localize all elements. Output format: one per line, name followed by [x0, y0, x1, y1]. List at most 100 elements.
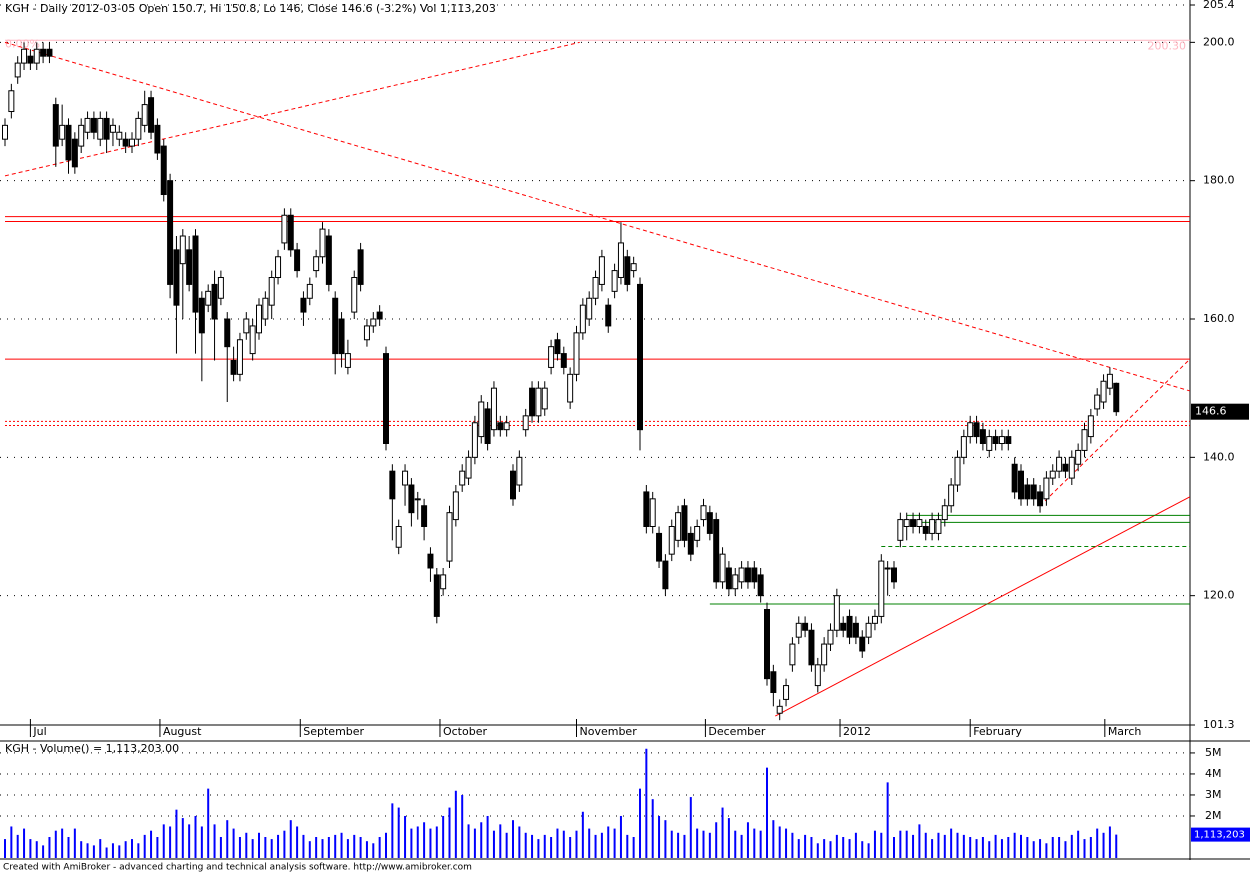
candle-body — [649, 498, 656, 527]
candle-body — [490, 387, 497, 431]
candle-body — [351, 277, 358, 313]
y-tick-label: 120.0 — [1203, 589, 1235, 602]
candle-body — [884, 567, 891, 570]
y-tick-label: 160.0 — [1203, 312, 1235, 325]
x-tick-label: October — [443, 725, 487, 738]
candle-body — [40, 48, 47, 57]
candle-body — [8, 90, 15, 113]
candle-body — [1005, 436, 1012, 445]
candle-body — [332, 297, 339, 355]
candle-body — [440, 574, 447, 590]
y-tick-label: 2M — [1205, 809, 1222, 822]
candle-body — [122, 138, 129, 147]
candle-body — [878, 560, 885, 617]
y-tick-label: 140.0 — [1203, 450, 1235, 463]
candle-body — [700, 505, 707, 521]
candle-body — [687, 532, 694, 555]
line-label: 200.30 — [1148, 39, 1187, 52]
candle-body — [421, 505, 428, 527]
candle-body — [65, 124, 72, 161]
candle-body — [1018, 470, 1024, 500]
candle-body — [948, 484, 955, 507]
candle-body — [497, 422, 504, 431]
trend-line — [4, 41, 580, 177]
candle-body — [751, 567, 758, 583]
candle-body — [217, 277, 224, 299]
candle-body — [960, 436, 967, 458]
candle-body — [300, 297, 307, 313]
line-label: 0.00% — [5, 37, 40, 50]
candle-body — [319, 228, 326, 258]
candle-body — [522, 415, 529, 431]
candle-body — [135, 117, 142, 140]
trend-line — [775, 496, 1191, 717]
candle-body — [891, 567, 897, 583]
candle-body — [630, 263, 637, 272]
candle-body — [548, 346, 555, 368]
candle-body — [338, 318, 345, 355]
candle-body — [1037, 491, 1044, 507]
candle-body — [516, 456, 523, 486]
y-tick-label: 4M — [1205, 767, 1222, 780]
candle-body — [1056, 456, 1063, 472]
candle-body — [573, 332, 580, 375]
candle-body — [643, 491, 650, 527]
candle-body — [871, 615, 878, 624]
candle-body — [446, 512, 453, 562]
candle-body — [90, 117, 97, 133]
candle-body — [103, 117, 110, 140]
candle-body — [211, 283, 218, 320]
candle-body — [833, 595, 840, 631]
candle-body — [275, 256, 282, 279]
candle-body — [503, 422, 510, 431]
candle-body — [452, 491, 459, 521]
candle-body — [916, 519, 923, 527]
candle-body — [617, 242, 624, 279]
candle-body — [744, 567, 751, 583]
candle-body — [414, 498, 421, 501]
candle-body — [554, 339, 561, 355]
candle-body — [395, 525, 402, 548]
candle-body — [922, 525, 929, 534]
candle-body — [827, 629, 834, 645]
candle-body — [389, 470, 396, 500]
last-volume-label: 1,113,203 — [1194, 830, 1245, 841]
candle-body — [852, 622, 859, 638]
footer: Created with AmiBroker - advanced charti… — [3, 863, 472, 873]
x-tick-label: September — [303, 725, 364, 738]
last-price-label: 146.6 — [1195, 405, 1227, 418]
candle-body — [287, 214, 294, 251]
candle-body — [344, 353, 351, 368]
candle-body — [770, 671, 777, 693]
candle-body — [1094, 394, 1101, 410]
candle-body — [541, 387, 548, 410]
x-tick-label: November — [580, 725, 638, 738]
candle-body — [433, 574, 440, 617]
candle-body — [116, 131, 123, 140]
candle-body — [814, 664, 821, 687]
candle-body — [97, 117, 104, 140]
candle-body — [738, 567, 745, 583]
candle-body — [192, 235, 199, 313]
candle-body — [1030, 484, 1037, 500]
candle-body — [33, 48, 40, 64]
candle-body — [935, 519, 942, 534]
candle-body — [903, 519, 910, 527]
candle-body — [243, 318, 250, 334]
candle-body — [224, 318, 231, 348]
candle-body — [1113, 382, 1120, 413]
candle-body — [109, 124, 116, 133]
candle-body — [1075, 449, 1082, 465]
candle-body — [262, 297, 269, 320]
candle-body — [160, 145, 167, 196]
candle-body — [897, 519, 904, 541]
candle-body — [662, 560, 669, 590]
candle-body — [821, 643, 828, 666]
candle-body — [84, 117, 91, 133]
candle-body — [1087, 415, 1094, 438]
candle-body — [281, 214, 288, 244]
candle-body — [141, 104, 148, 126]
candle-body — [941, 505, 948, 521]
candle-body — [256, 304, 262, 334]
candle-body — [236, 339, 243, 375]
